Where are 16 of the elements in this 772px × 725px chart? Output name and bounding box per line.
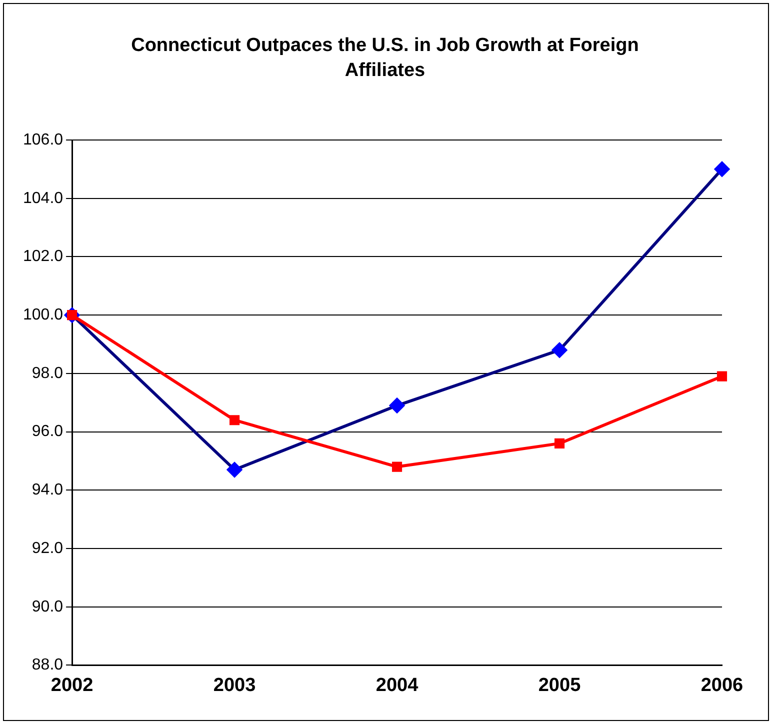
y-tick-label: 96.0 [32, 423, 64, 440]
y-tick-label: 92.0 [32, 540, 64, 557]
y-tick-label: 90.0 [32, 598, 64, 616]
x-tick-label: 2002 [50, 674, 94, 696]
y-tick-label: 104.0 [22, 190, 64, 207]
y-tick-label: 102.0 [22, 248, 64, 266]
chart-title: Connecticut Outpaces the U.S. in Job Growth at Foreign Affiliates [130, 34, 640, 83]
y-tick-label: 106.0 [22, 131, 64, 148]
y-tick-label: 88.0 [32, 656, 64, 674]
x-tick-label: 2003 [213, 674, 256, 696]
x-tick-label: 2006 [700, 674, 744, 696]
y-tick-label: 100.0 [22, 306, 64, 324]
x-tick-label: 2004 [376, 674, 419, 696]
y-tick-label: 94.0 [32, 482, 64, 499]
y-tick-label: 98.0 [32, 364, 64, 382]
x-tick-label: 2005 [538, 674, 582, 696]
